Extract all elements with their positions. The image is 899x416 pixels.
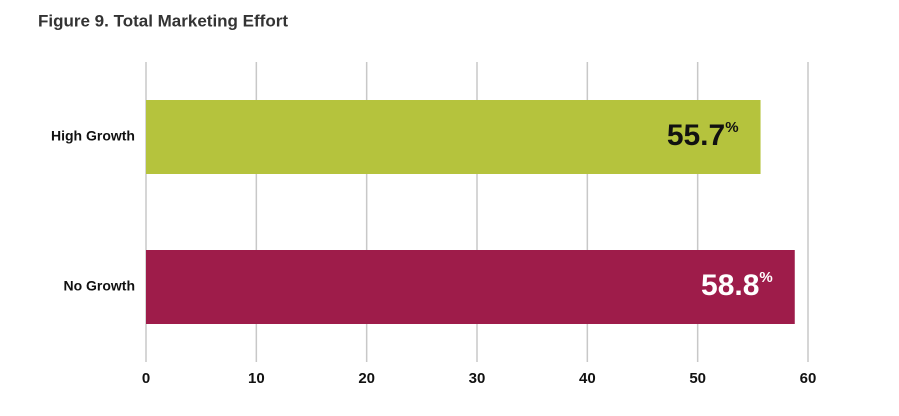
x-tick-label: 60: [800, 370, 817, 387]
value-label: 55.7%: [667, 119, 739, 152]
x-tick-label: 30: [469, 370, 486, 387]
value-label: 58.8%: [701, 269, 773, 302]
bar: [146, 250, 795, 324]
x-tick-label: 10: [248, 370, 265, 387]
bar: [146, 100, 761, 174]
x-tick-label: 40: [579, 370, 596, 387]
x-tick-label: 50: [689, 370, 706, 387]
x-tick-label: 0: [142, 370, 150, 387]
category-label: No Growth: [63, 278, 135, 294]
x-tick-label: 20: [358, 370, 375, 387]
category-label: High Growth: [51, 128, 135, 144]
chart-title: Figure 9. Total Marketing Effort: [38, 11, 288, 30]
